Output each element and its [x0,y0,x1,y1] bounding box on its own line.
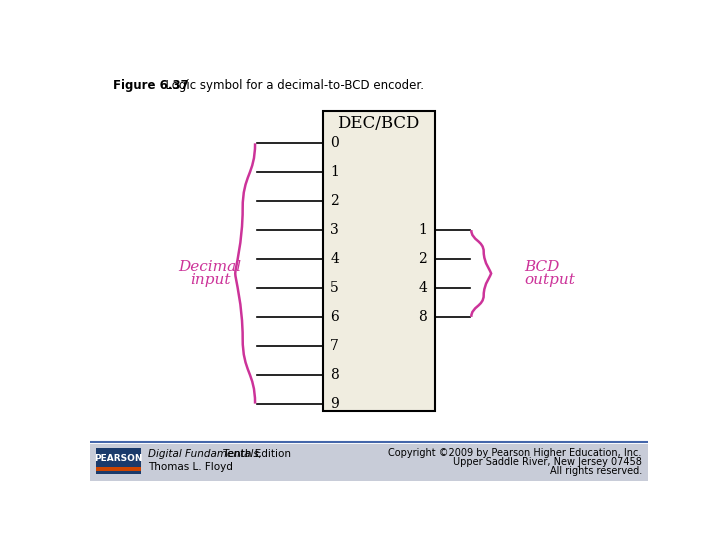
Text: 3: 3 [330,223,339,237]
Text: 4: 4 [330,252,339,266]
Text: Logic symbol for a decimal-to-BCD encoder.: Logic symbol for a decimal-to-BCD encode… [158,79,424,92]
Text: Figure 6.37: Figure 6.37 [113,79,189,92]
Text: output: output [524,273,575,287]
Bar [96,448,141,475]
Text: 1: 1 [418,223,427,237]
Text: 2: 2 [418,252,427,266]
Text: Copyright ©2009 by Pearson Higher Education, Inc.: Copyright ©2009 by Pearson Higher Educat… [388,448,642,458]
Text: 0: 0 [330,136,339,150]
Text: input: input [190,273,230,287]
Text: Digital Fundamentals,: Digital Fundamentals, [148,449,262,460]
Text: 5: 5 [330,281,339,295]
Text: All rights reserved.: All rights reserved. [549,467,642,476]
Text: PEARSON: PEARSON [94,454,143,463]
Text: Tenth Edition: Tenth Edition [220,449,291,460]
Text: 4: 4 [418,281,427,295]
Text: Thomas L. Floyd: Thomas L. Floyd [148,462,233,472]
Text: 7: 7 [330,339,339,353]
Text: DEC/BCD: DEC/BCD [338,115,420,132]
Bar [90,444,648,481]
Text: 9: 9 [330,396,339,410]
Text: Upper Saddle River, New Jersey 07458: Upper Saddle River, New Jersey 07458 [453,457,642,467]
Text: BCD: BCD [524,260,559,274]
Text: 8: 8 [418,310,427,324]
Bar [96,467,141,470]
Text: 1: 1 [330,165,339,179]
Text: 6: 6 [330,310,339,324]
Text: 2: 2 [330,194,339,208]
Bar [323,111,435,411]
Text: Decimal: Decimal [179,260,242,274]
Text: 8: 8 [330,368,339,382]
